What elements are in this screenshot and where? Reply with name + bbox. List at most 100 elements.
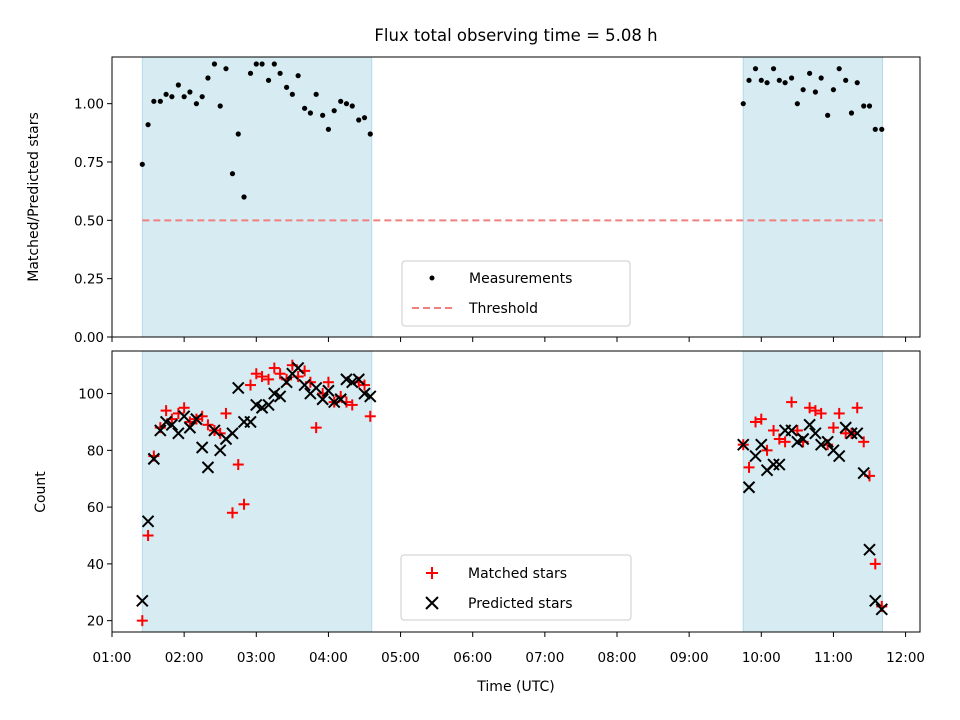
predicted-star-marker-b: [755, 438, 768, 451]
measurement-point: [307, 110, 313, 116]
matched-star-point: [755, 413, 767, 425]
measurement-point: [740, 101, 746, 107]
matched-star-point: [750, 416, 762, 428]
x-tick-label-4: 05:00: [381, 650, 420, 666]
measurement-point: [861, 103, 867, 109]
predicted-star-marker-b: [803, 418, 816, 432]
matched-star-point: [136, 615, 148, 627]
measurement-point: [139, 161, 145, 167]
predicted-star-point: [327, 395, 341, 409]
predicted-star-marker-b: [334, 393, 347, 406]
predicted-star-marker-b: [322, 384, 335, 397]
x-tick-label-11: 12:00: [886, 650, 925, 666]
predicted-star-marker-b: [742, 481, 756, 494]
x-tick-label-7: 08:00: [598, 650, 637, 666]
predicted-star-marker-b: [190, 412, 203, 426]
measurement-point: [253, 61, 259, 67]
matched-star-point: [768, 424, 780, 436]
predicted-star-marker-b: [863, 543, 876, 556]
legend-label-predicted: Predicted stars: [468, 596, 573, 612]
measurement-point: [794, 101, 800, 107]
predicted-star-point: [863, 543, 876, 556]
predicted-star-point: [851, 427, 864, 440]
predicted-star-point: [195, 441, 209, 454]
predicted-star-point: [832, 449, 846, 463]
predicted-star-marker-b: [352, 373, 365, 386]
measurement-point: [338, 98, 344, 104]
x-tick-label-1: 02:00: [165, 650, 204, 666]
predicted-star-marker-b: [346, 376, 359, 389]
predicted-star-marker-b: [785, 424, 798, 437]
predicted-star-point: [845, 427, 858, 440]
predicted-star-marker-b: [154, 424, 167, 437]
x-tick-label-9: 10:00: [742, 650, 781, 666]
measurement-point: [770, 66, 777, 72]
bottom-axes-frame: [111, 350, 921, 633]
predicted-star-marker-b: [809, 427, 822, 440]
top-y-tick-label-4: 1.00: [74, 97, 104, 113]
measurement-point: [289, 91, 295, 97]
matched-star-point: [250, 368, 262, 380]
predicted-star-marker-b: [291, 361, 305, 375]
predicted-star-marker-b: [827, 444, 840, 457]
predicted-star-marker-b: [358, 387, 371, 400]
top-y-tick-label-2: 0.50: [74, 213, 104, 229]
predicted-star-point: [291, 361, 305, 375]
predicted-star-point: [244, 415, 257, 429]
measurement-point: [807, 70, 813, 76]
predicted-star-marker-b: [857, 466, 870, 480]
x-tick-label-6: 07:00: [525, 650, 564, 666]
predicted-star-marker-b: [147, 452, 161, 466]
measurement-point: [283, 84, 290, 90]
top-y-axis-label: Matched/Predicted stars: [26, 112, 42, 282]
predicted-star-point: [346, 376, 359, 389]
measurement-point: [169, 94, 175, 100]
measurement-point: [193, 101, 200, 107]
measurement-point: [313, 91, 319, 97]
measurement-point: [331, 108, 337, 114]
x-tick-label-0: 01:00: [93, 650, 132, 666]
predicted-star-marker-b: [183, 421, 197, 434]
predicted-star-marker-b: [159, 415, 173, 429]
measurement-point: [211, 61, 218, 67]
predicted-star-marker-b: [250, 398, 263, 412]
legend-label-matched: Matched stars: [468, 566, 567, 582]
predicted-star-point: [298, 378, 311, 392]
predicted-star-point: [214, 444, 227, 457]
measurement-point: [241, 194, 247, 200]
predicted-star-point: [255, 401, 269, 414]
predicted-star-point: [814, 438, 828, 451]
bottom-shaded-region-2: [742, 350, 883, 633]
measurement-point: [295, 73, 301, 79]
measurement-point: [343, 101, 350, 107]
predicted-star-marker-b: [214, 444, 227, 457]
predicted-star-marker-b: [172, 427, 185, 440]
predicted-star-marker-b: [851, 427, 864, 440]
predicted-star-point: [334, 393, 347, 406]
x-tick-label-10: 11:00: [814, 650, 853, 666]
predicted-star-point: [869, 594, 882, 607]
matched-star-point: [364, 410, 376, 422]
predicted-star-marker-b: [309, 381, 323, 395]
measurement-point: [782, 80, 788, 86]
measurement-point: [229, 171, 236, 177]
measurement-point: [223, 66, 229, 72]
matched-star-point: [256, 371, 268, 383]
predicted-star-marker-b: [141, 515, 155, 528]
measurement-point: [776, 77, 782, 83]
matched-star-point: [858, 436, 870, 448]
predicted-star-marker-b: [875, 603, 888, 616]
predicted-star-point: [809, 427, 822, 440]
predicted-star-marker-b: [839, 421, 852, 434]
predicted-star-marker-b: [832, 449, 846, 463]
matched-star-point: [804, 402, 816, 414]
measurement-point: [866, 103, 873, 109]
measurement-point: [235, 131, 241, 137]
predicted-star-point: [232, 381, 245, 395]
predicted-star-marker-b: [814, 438, 828, 451]
predicted-star-point: [226, 427, 239, 440]
measurement-point: [758, 77, 764, 83]
bottom-shaded-region-1: [141, 350, 373, 633]
bottom-legend-box: [400, 554, 632, 621]
